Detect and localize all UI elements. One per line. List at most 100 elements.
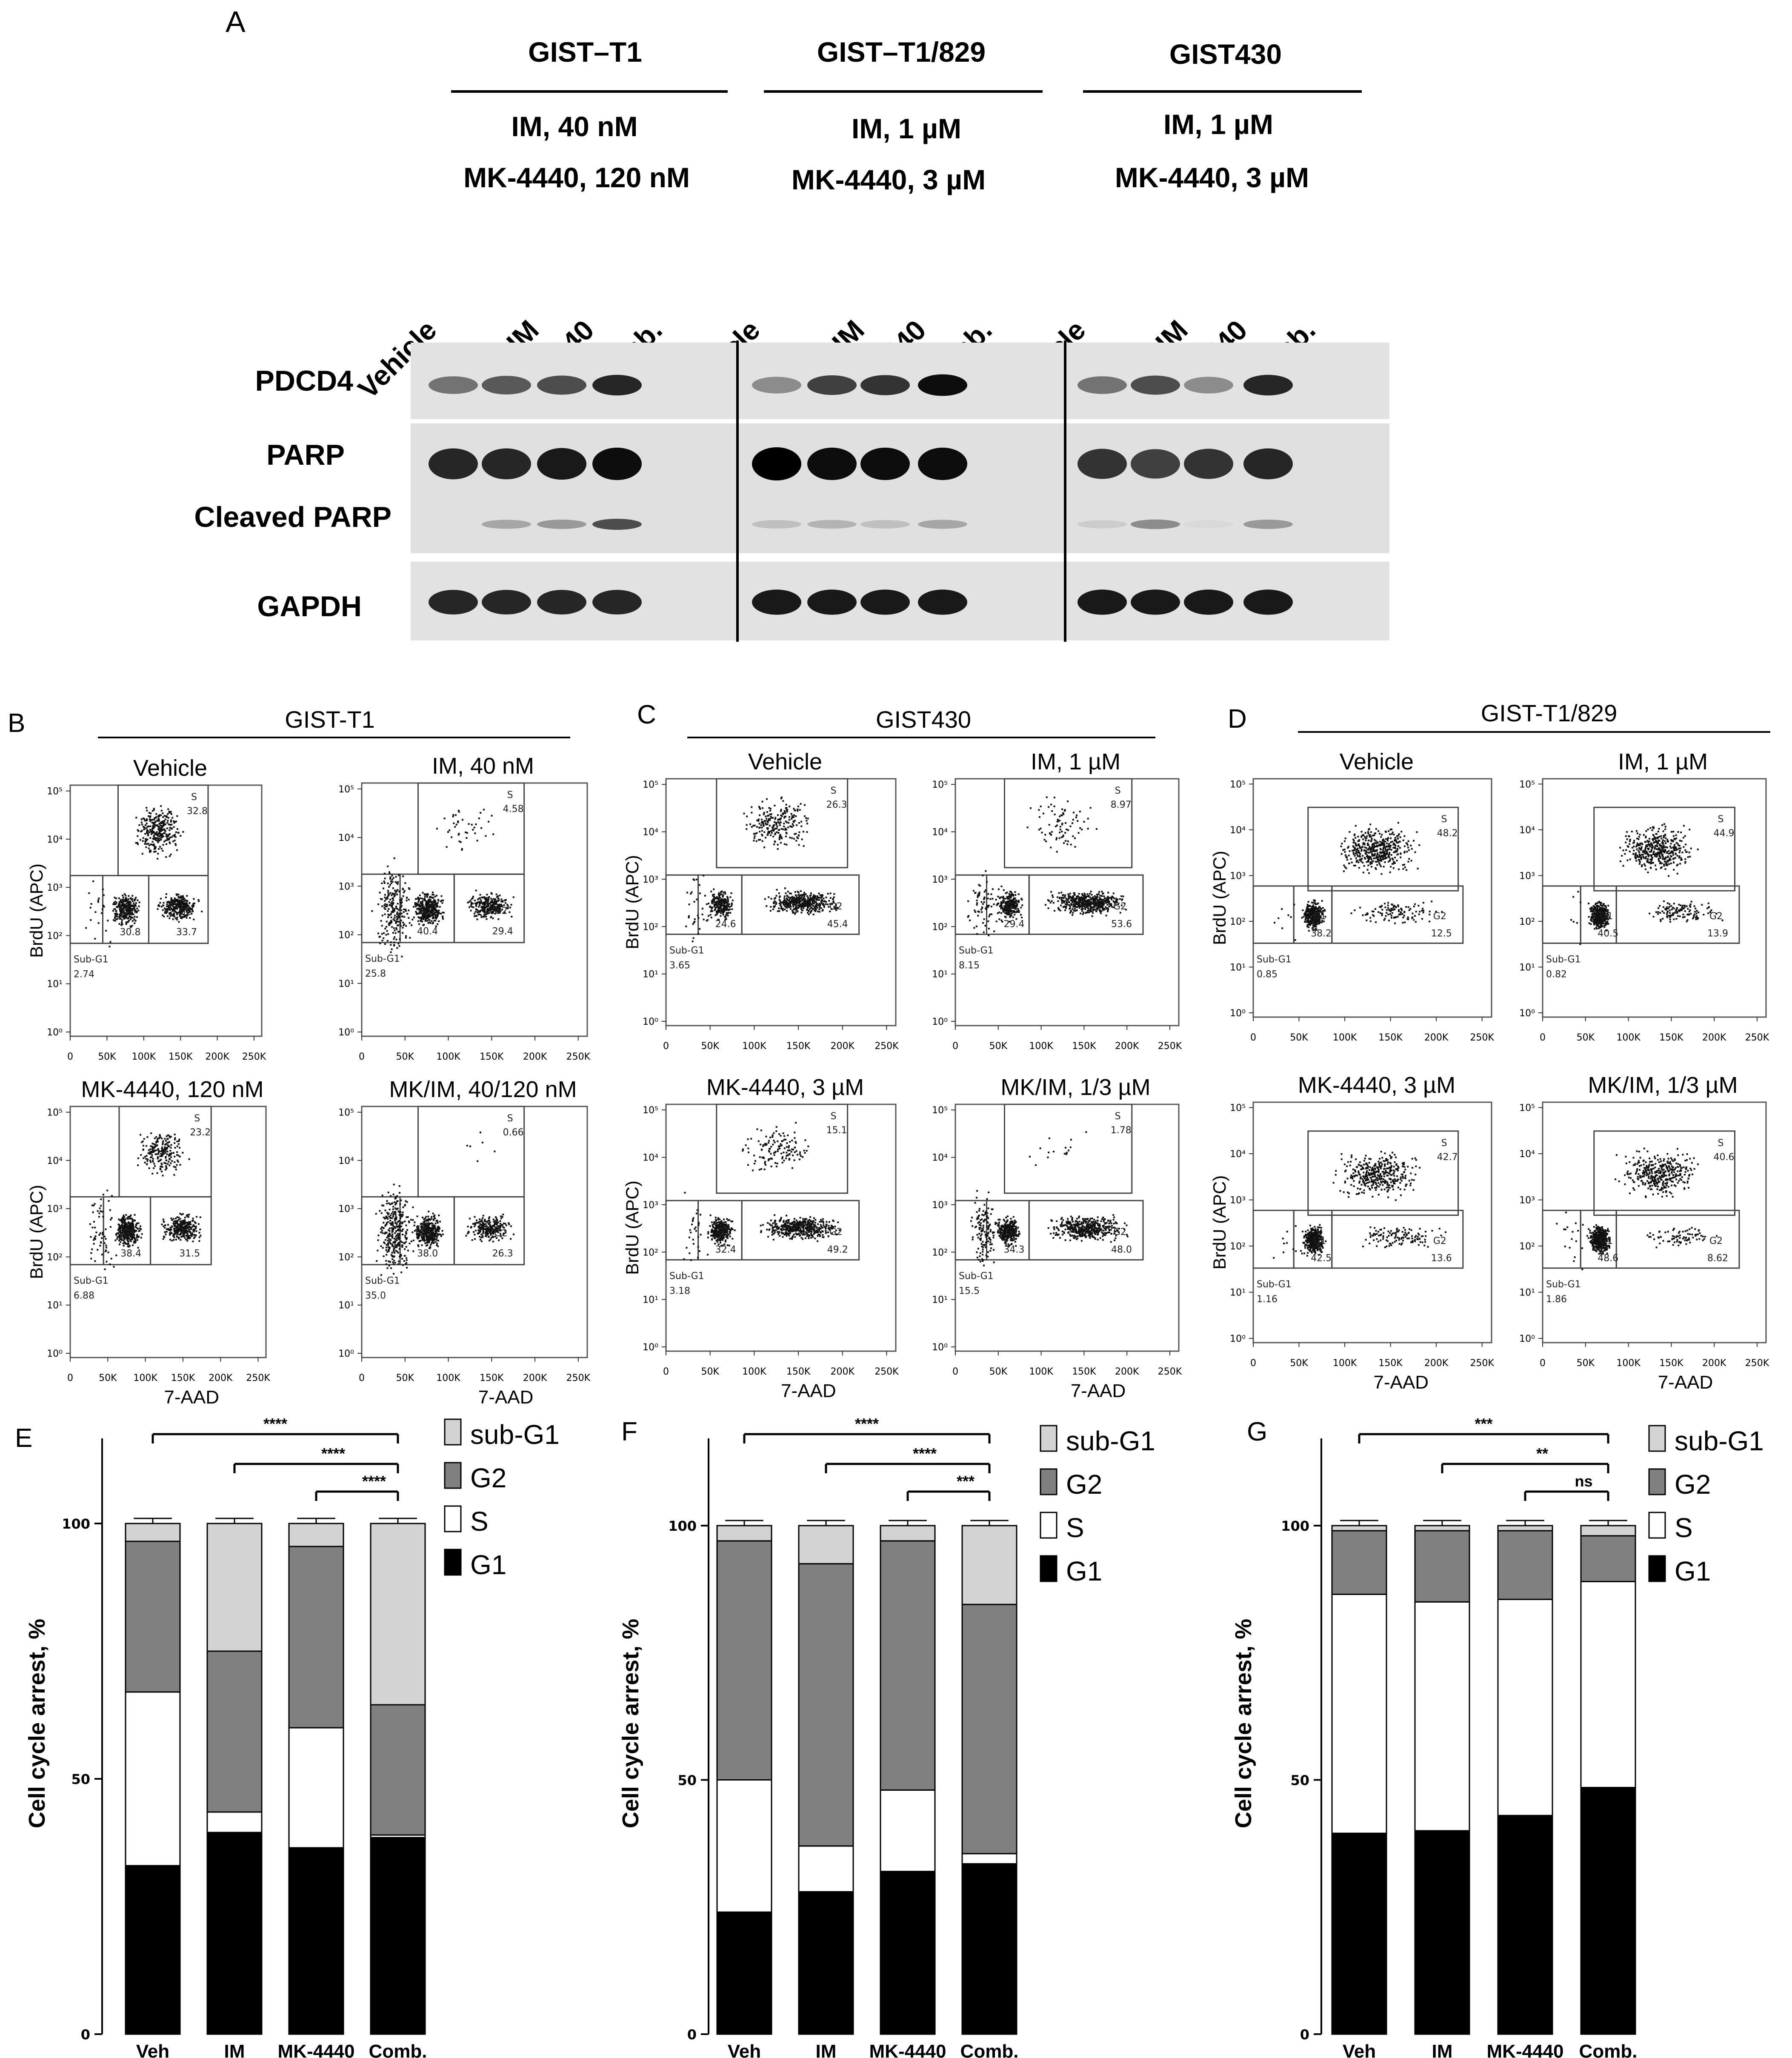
flow-header-gist430: GIST430 bbox=[876, 706, 971, 733]
flow-event-dot bbox=[489, 1240, 491, 1242]
flow-event-dot bbox=[173, 826, 175, 828]
flow-event-dot bbox=[132, 1232, 134, 1234]
flow-event-dot bbox=[795, 898, 797, 900]
flow-event-dot bbox=[393, 1246, 395, 1248]
flow-event-dot bbox=[713, 897, 715, 899]
flow-event-dot bbox=[783, 825, 785, 827]
flow-event-dot bbox=[157, 838, 159, 840]
flow-event-dot bbox=[784, 887, 786, 889]
flow-event-dot bbox=[479, 1238, 481, 1241]
flow-event-dot bbox=[198, 900, 200, 902]
flow-event-dot bbox=[773, 824, 775, 826]
flow-event-dot bbox=[186, 917, 188, 919]
flow-event-dot bbox=[443, 817, 446, 820]
flow-event-dot bbox=[171, 909, 173, 911]
flow-event-dot bbox=[434, 911, 436, 913]
flow-event-dot bbox=[161, 1138, 163, 1140]
flow-event-dot bbox=[417, 1230, 420, 1232]
flow-event-dot bbox=[433, 905, 435, 907]
flow-event-dot bbox=[191, 905, 193, 907]
flow-event-dot bbox=[174, 1229, 176, 1232]
flow-event-dot bbox=[403, 923, 405, 925]
flow-event-dot bbox=[137, 1246, 139, 1249]
flow-event-dot bbox=[105, 1249, 107, 1252]
flow-event-dot bbox=[157, 908, 159, 910]
flow-event-dot bbox=[388, 1212, 390, 1215]
flow-event-dot bbox=[784, 906, 786, 908]
flow-event-dot bbox=[387, 1242, 389, 1244]
flow-event-dot bbox=[126, 1231, 128, 1233]
flow-event-dot bbox=[186, 1226, 188, 1229]
band-parp-7 bbox=[860, 447, 910, 480]
flow-event-dot bbox=[432, 903, 434, 905]
wb-cell-line-1: GIST–T1 bbox=[528, 36, 642, 68]
flow-event-dot bbox=[486, 1232, 488, 1234]
flow-event-dot bbox=[716, 896, 718, 898]
flow-event-dot bbox=[139, 1225, 141, 1227]
flow-event-dot bbox=[432, 1227, 434, 1229]
flow-event-dot bbox=[803, 901, 805, 903]
flow-event-dot bbox=[130, 898, 132, 900]
flow-event-dot bbox=[173, 1235, 175, 1237]
flow-event-dot bbox=[489, 1232, 491, 1234]
flow-event-dot bbox=[421, 907, 423, 909]
flow-event-dot bbox=[424, 916, 426, 918]
flow-header-d: GIST-T1/829 bbox=[1298, 700, 1770, 733]
flow-event-dot bbox=[432, 906, 434, 908]
flow-event-dot bbox=[420, 904, 423, 906]
flow-event-dot bbox=[166, 1150, 169, 1152]
panel-a-western-blot: A GIST–T1 IM, 40 nM MK-4440, 120 nM GIST… bbox=[194, 5, 1389, 642]
flow-event-dot bbox=[114, 908, 116, 910]
flow-y-tick-label: 10⁴ bbox=[47, 1156, 63, 1166]
flow-event-dot bbox=[417, 1237, 420, 1239]
flow-event-dot bbox=[397, 1237, 400, 1239]
flow-event-dot bbox=[163, 1149, 165, 1152]
flow-event-dot bbox=[420, 901, 422, 903]
flow-event-dot bbox=[402, 895, 404, 897]
flow-event-dot bbox=[186, 912, 189, 914]
flow-event-dot bbox=[434, 901, 437, 903]
flow-event-dot bbox=[388, 871, 390, 873]
flow-event-dot bbox=[746, 828, 748, 830]
flow-event-dot bbox=[152, 837, 154, 840]
flow-event-dot bbox=[145, 846, 147, 848]
flow-event-dot bbox=[426, 1225, 428, 1227]
flow-event-dot bbox=[124, 1229, 126, 1232]
flow-event-dot bbox=[778, 910, 780, 912]
flow-event-dot bbox=[800, 897, 802, 899]
flow-event-dot bbox=[389, 1222, 391, 1224]
flow-event-dot bbox=[134, 1239, 136, 1241]
flow-event-dot bbox=[704, 895, 706, 897]
flow-event-dot bbox=[832, 898, 834, 900]
flow-event-dot bbox=[173, 909, 175, 911]
flow-event-dot bbox=[400, 1271, 403, 1273]
flow-event-dot bbox=[430, 903, 432, 906]
flow-event-dot bbox=[387, 1213, 389, 1215]
flow-event-dot bbox=[129, 1245, 131, 1247]
flow-event-dot bbox=[1003, 898, 1005, 900]
flow-event-dot bbox=[796, 897, 798, 899]
flow-event-dot bbox=[477, 901, 479, 903]
flow-event-dot bbox=[170, 819, 172, 821]
flow-event-dot bbox=[379, 892, 381, 894]
flow-event-dot bbox=[809, 912, 812, 914]
flow-event-dot bbox=[775, 823, 777, 826]
flow-event-dot bbox=[425, 1224, 427, 1226]
flow-event-dot bbox=[173, 1166, 175, 1168]
flow-event-dot bbox=[823, 898, 825, 900]
flow-event-dot bbox=[784, 903, 786, 905]
flow-event-dot bbox=[729, 908, 731, 910]
flow-event-dot bbox=[389, 876, 392, 878]
flow-event-dot bbox=[715, 914, 717, 916]
flow-event-dot bbox=[465, 831, 467, 833]
flow-event-dot bbox=[466, 832, 468, 834]
flow-event-dot bbox=[123, 917, 126, 919]
flow-event-dot bbox=[143, 1157, 145, 1159]
flow-event-dot bbox=[791, 826, 793, 828]
flow-x-tick-label: 50K bbox=[701, 1041, 719, 1052]
flow-event-dot bbox=[153, 809, 155, 811]
flow-event-dot bbox=[770, 898, 772, 900]
gate-value-subg1: 35.0 bbox=[365, 1291, 386, 1301]
gate-label-s: S bbox=[831, 786, 837, 796]
